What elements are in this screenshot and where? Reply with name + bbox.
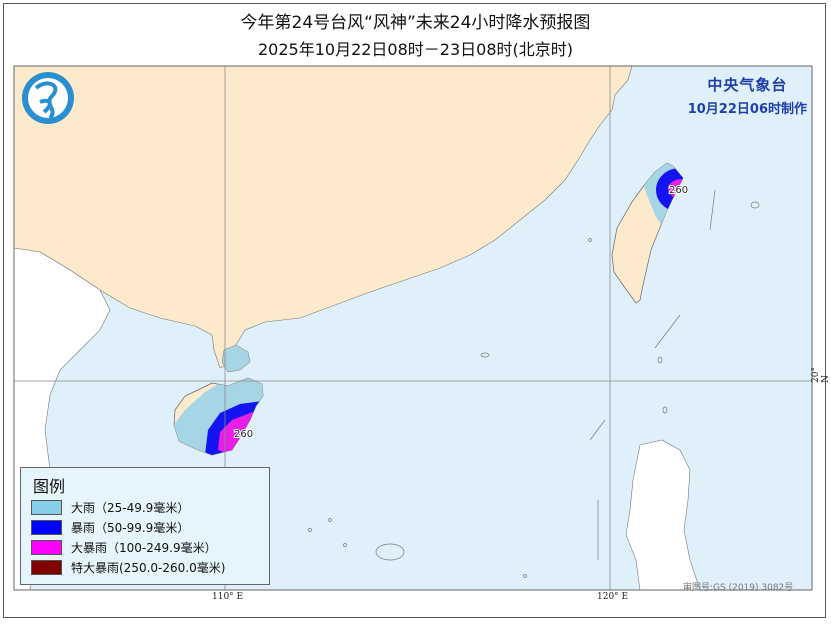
- review-number: 审图号:GS (2019) 3082号: [683, 583, 794, 593]
- issue-time: 10月22日06时制作: [687, 102, 807, 117]
- legend-swatch: [31, 540, 62, 555]
- legend-title: 图例: [33, 477, 66, 496]
- legend-label: 暴雨（50-99.9毫米）: [71, 521, 190, 535]
- figure-frame: [3, 3, 826, 618]
- map-border: [13, 65, 813, 591]
- legend-label: 特大暴雨(250.0-260.0毫米): [71, 561, 226, 575]
- legend: 图例 大雨（25-49.9毫米） 暴雨（50-99.9毫米） 大暴雨（100-2…: [20, 467, 270, 585]
- lat-label-20: 20° N: [811, 367, 831, 383]
- legend-swatch: [31, 560, 62, 575]
- legend-item: 暴雨（50-99.9毫米）: [31, 519, 189, 536]
- legend-item: 大暴雨（100-249.9毫米）: [31, 539, 217, 556]
- agency-name: 中央气象台: [707, 76, 788, 94]
- cma-logo-icon: [22, 72, 74, 124]
- leizhou-heavy-rain: [221, 344, 251, 373]
- legend-item: 特大暴雨(250.0-260.0毫米): [31, 559, 225, 576]
- legend-label: 大暴雨（100-249.9毫米）: [71, 541, 217, 555]
- map-title: 今年第24号台风“风神”未来24小时降水预报图: [240, 13, 591, 33]
- map-subtitle: 2025年10月22日08时－23日08时(北京时): [257, 40, 573, 59]
- lon-label-120: 120° E: [597, 592, 629, 602]
- islands-and-boundaries: [308, 189, 760, 578]
- legend-swatch: [31, 500, 62, 515]
- legend-label: 大雨（25-49.9毫米）: [71, 501, 190, 515]
- luzon-land: [625, 439, 701, 590]
- hainan-max-value: 260: [234, 429, 253, 440]
- lon-label-110: 110° E: [212, 592, 244, 602]
- legend-swatch: [31, 520, 62, 535]
- taiwan-max-value: 260: [669, 185, 688, 196]
- issuer-block: 中央气象台 10月22日06时制作: [688, 74, 807, 117]
- legend-item: 大雨（25-49.9毫米）: [31, 499, 189, 516]
- china-mainland: [14, 66, 633, 369]
